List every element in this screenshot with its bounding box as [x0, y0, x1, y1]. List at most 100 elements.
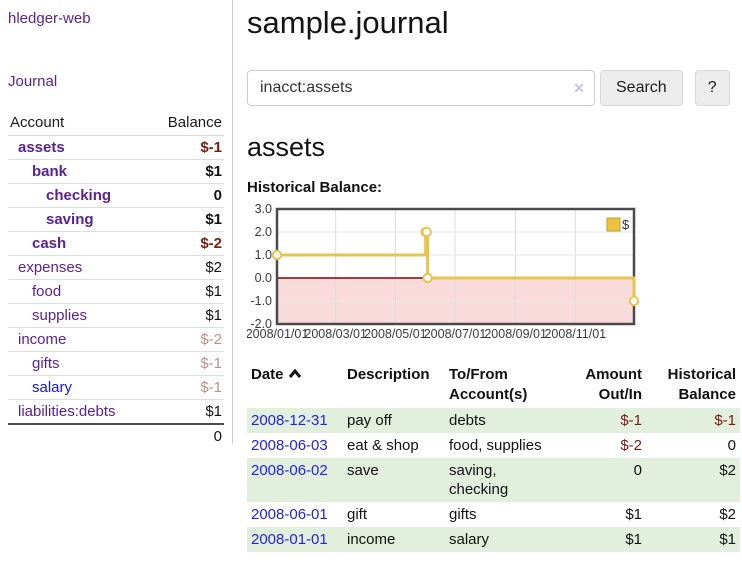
transaction-date-link[interactable]: 2008-06-02 [251, 462, 328, 479]
account-link[interactable]: liabilities:debts [18, 403, 116, 420]
account-name-cell: salary [8, 375, 150, 400]
account-name-cell: supplies [8, 303, 150, 328]
account-link[interactable]: gifts [32, 355, 60, 372]
transaction-description: gift [347, 506, 368, 523]
transaction-row: 2008-06-03 eat & shop food, supplies $-2… [247, 433, 740, 458]
account-link[interactable]: bank [32, 163, 68, 180]
register-header-description: Description [347, 366, 430, 383]
transaction-date-cell: 2008-06-02 [247, 458, 343, 502]
account-row: assets $-1 [8, 136, 224, 160]
transaction-date-link[interactable]: 2008-01-01 [251, 531, 328, 548]
account-balance: $-1 [149, 351, 224, 376]
account-link[interactable]: assets [18, 139, 65, 156]
search-input[interactable] [247, 70, 595, 106]
register-header-amount: Amount Out/In [585, 366, 642, 403]
account-balance: $2 [149, 255, 224, 280]
register-header-row: Date Description To/From Account(s) Amou… [247, 364, 740, 408]
svg-text:2.0: 2.0 [255, 225, 272, 239]
help-button[interactable]: ? [694, 70, 730, 106]
svg-text:3.0: 3.0 [255, 204, 272, 216]
account-row: saving $1 [8, 207, 224, 232]
account-row: supplies $1 [8, 303, 224, 328]
transaction-balance: $-1 [714, 412, 736, 429]
transaction-balance: $2 [719, 506, 736, 523]
accounts-total-value: 0 [149, 423, 224, 448]
transaction-amount: $1 [625, 531, 642, 548]
sort-ascending-icon [288, 365, 302, 385]
transaction-row: 2008-12-31 pay off debts $-1 $-1 [247, 408, 740, 433]
account-balance: 0 [149, 183, 224, 208]
sidebar-nav: Journal [8, 73, 232, 91]
transaction-balance: 0 [727, 437, 736, 454]
account-row: liabilities:debts $1 [8, 399, 224, 424]
transaction-date-cell: 2008-01-01 [247, 527, 343, 552]
svg-text:2008/09/01: 2008/09/01 [484, 327, 547, 341]
accounts-table-header-row: Account Balance [8, 110, 224, 136]
register-header-date[interactable]: Date [247, 364, 343, 408]
account-name-cell: income [8, 327, 150, 352]
account-link[interactable]: food [32, 283, 62, 300]
account-heading: assets [247, 132, 326, 162]
svg-text:-2.0: -2.0 [250, 317, 272, 331]
brand-link[interactable]: hledger-web [8, 10, 91, 27]
transaction-accounts: saving, checking [449, 462, 509, 498]
account-link[interactable]: supplies [32, 307, 88, 324]
svg-text:2008/03/01: 2008/03/01 [304, 327, 367, 341]
account-row: salary $-1 [8, 375, 224, 400]
transaction-date-link[interactable]: 2008-06-01 [251, 506, 328, 523]
svg-text:2008/11/01: 2008/11/01 [544, 327, 606, 341]
transaction-balance: $1 [719, 531, 736, 548]
account-link[interactable]: cash [32, 235, 67, 252]
transaction-date-cell: 2008-12-31 [247, 408, 343, 433]
account-balance: $1 [149, 303, 224, 328]
search-form: ✕ Search ? [247, 69, 742, 107]
account-row: expenses $2 [8, 255, 224, 280]
transaction-amount: $1 [625, 506, 642, 523]
transaction-date-link[interactable]: 2008-12-31 [251, 412, 328, 429]
search-input-wrapper: ✕ [247, 70, 595, 106]
sidebar-item-journal[interactable]: Journal [8, 73, 58, 90]
account-row: food $1 [8, 279, 224, 304]
account-row: bank $1 [8, 159, 224, 184]
transaction-row: 2008-06-01 gift gifts $1 $2 [247, 502, 740, 527]
account-name-cell: liabilities:debts [8, 399, 150, 424]
accounts-header-balance: Balance [149, 110, 224, 136]
account-link[interactable]: expenses [18, 259, 83, 276]
register-header-date-label: Date [251, 366, 284, 383]
account-balance: $1 [149, 207, 224, 232]
transaction-date-cell: 2008-06-03 [247, 433, 343, 458]
transaction-date-link[interactable]: 2008-06-03 [251, 437, 328, 454]
account-name-cell: assets [8, 136, 149, 160]
transaction-description: eat & shop [347, 437, 419, 454]
accounts-total-row: 0 [8, 423, 224, 448]
transaction-balance: $2 [719, 462, 736, 479]
account-name-cell: food [8, 279, 150, 304]
account-link[interactable]: checking [46, 187, 112, 204]
accounts-header-account: Account [8, 110, 150, 136]
chart-title: Historical Balance: [247, 179, 383, 196]
account-balance: $-1 [149, 375, 224, 400]
account-balance: $1 [149, 279, 224, 304]
transaction-accounts: debts [449, 412, 486, 429]
clear-search-icon[interactable]: ✕ [573, 80, 585, 96]
transaction-description: save [347, 462, 379, 479]
account-row: income $-2 [8, 327, 224, 352]
page-title: sample.journal [247, 5, 449, 40]
svg-text:2008/05/01: 2008/05/01 [364, 327, 427, 341]
account-row: checking 0 [8, 183, 224, 208]
account-row: gifts $-1 [8, 351, 224, 376]
transaction-accounts: food, supplies [449, 437, 542, 454]
register-table: Date Description To/From Account(s) Amou… [247, 364, 740, 552]
account-balance: $-2 [149, 231, 224, 256]
svg-text:2008/01/01: 2008/01/01 [247, 327, 308, 341]
account-link[interactable]: salary [32, 379, 73, 396]
svg-text:-1.0: -1.0 [250, 294, 272, 308]
account-link[interactable]: saving [46, 211, 94, 228]
search-button[interactable]: Search [600, 70, 683, 106]
main-content: sample.journal ✕ Search ? assets Histori… [233, 0, 742, 552]
svg-text:$: $ [622, 217, 630, 232]
account-link[interactable]: income [18, 331, 67, 348]
account-balance: $-2 [149, 327, 224, 352]
account-name-cell: bank [8, 159, 150, 184]
